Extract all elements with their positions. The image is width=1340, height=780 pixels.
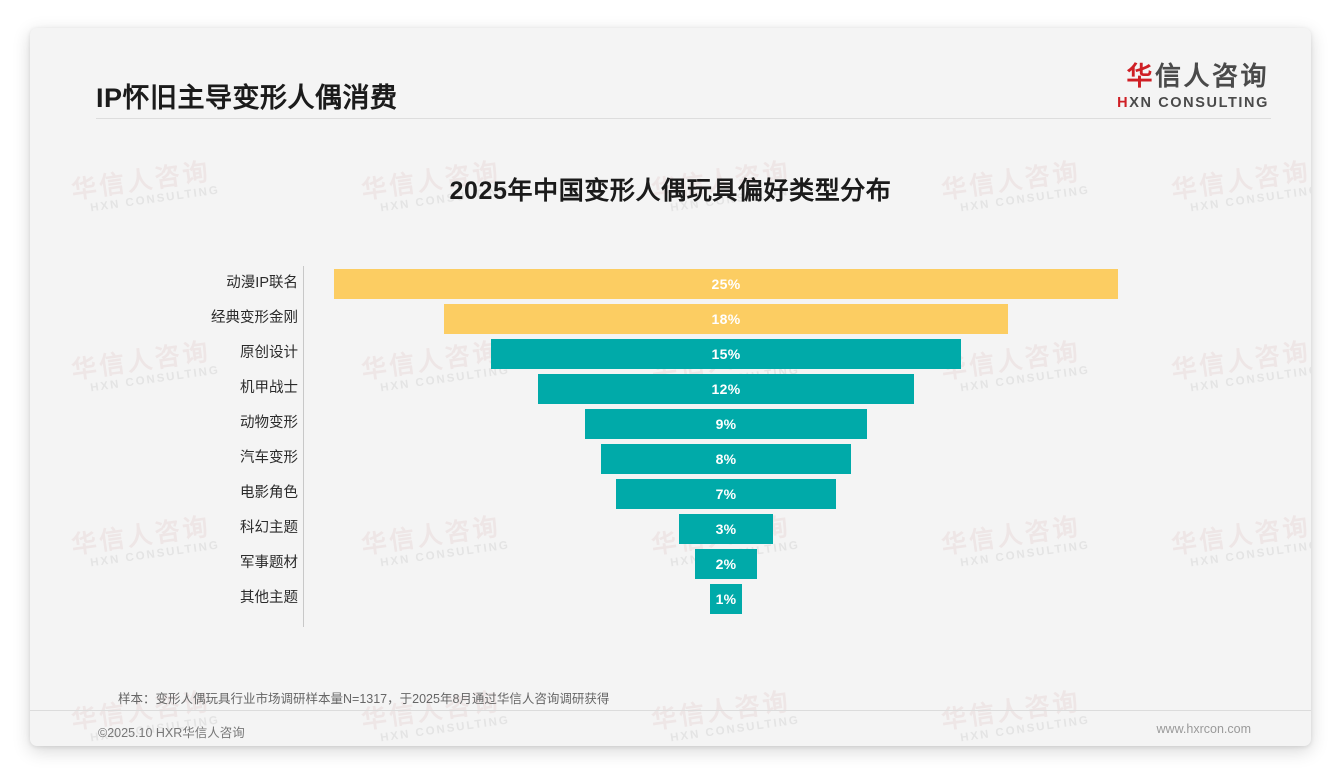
category-label: 电影角色 (240, 485, 298, 501)
bar-value-label: 2% (715, 555, 737, 572)
chart-row: 汽车变形 8% (30, 441, 1311, 476)
funnel-bar[interactable]: 9% (584, 408, 868, 439)
funnel-bar[interactable]: 2% (694, 548, 758, 579)
bar-track: 7% (304, 476, 1311, 511)
chart-row: 动物变形 9% (30, 406, 1311, 441)
category-label: 动漫IP联名 (226, 275, 298, 291)
bar-track: 25% (304, 266, 1311, 301)
funnel-bar[interactable]: 1% (710, 583, 742, 614)
bar-value-label: 3% (715, 520, 737, 537)
brand-logo-en-highlight: H (1117, 94, 1130, 111)
bar-track: 1% (304, 581, 1311, 616)
brand-logo-en-text: HXN CONSULTING (1117, 95, 1269, 111)
brand-logo-cn-highlight: 华 (1126, 61, 1155, 91)
funnel-bar[interactable]: 25% (334, 268, 1118, 299)
footer-divider (30, 710, 1311, 711)
brand-logo-cn-text: 华信人咨询 (1117, 61, 1269, 92)
chart-row: 机甲战士 12% (30, 371, 1311, 406)
brand-logo-en-rest: XN CONSULTING (1129, 94, 1269, 111)
bar-value-label: 7% (715, 485, 737, 502)
category-label: 其他主题 (240, 590, 298, 606)
category-label: 经典变形金刚 (211, 310, 298, 326)
bar-track: 2% (304, 546, 1311, 581)
chart-row: 科幻主题 3% (30, 511, 1311, 546)
chart-row: 经典变形金刚 18% (30, 301, 1311, 336)
slide-header: IP怀旧主导变形人偶消费 华信人咨询 HXN CONSULTING (30, 28, 1311, 119)
website-url[interactable]: www.hxrcon.com (1156, 722, 1251, 736)
funnel-bar[interactable]: 8% (600, 443, 852, 474)
category-label: 军事题材 (240, 555, 298, 571)
category-label: 机甲战士 (240, 380, 298, 396)
page-title: IP怀旧主导变形人偶消费 (96, 83, 398, 113)
brand-logo: 华信人咨询 HXN CONSULTING (1117, 61, 1269, 111)
copyright-text: ©2025.10 HXR华信人咨询 (98, 726, 245, 740)
category-label: 原创设计 (240, 345, 298, 361)
bar-track: 12% (304, 371, 1311, 406)
category-label: 动物变形 (240, 415, 298, 431)
header-divider (96, 118, 1271, 119)
category-label: 科幻主题 (240, 520, 298, 536)
bar-track: 3% (304, 511, 1311, 546)
chart-row: 原创设计 15% (30, 336, 1311, 371)
slide-card: 华信人咨询 HXN CONSULTING 华信人咨询 HXN CONSULTING 华信… (30, 28, 1311, 746)
chart-title: 2025年中国变形人偶玩具偏好类型分布 (449, 177, 892, 205)
bar-value-label: 12% (711, 380, 741, 397)
bar-value-label: 18% (711, 310, 741, 327)
chart-row: 电影角色 7% (30, 476, 1311, 511)
brand-logo-cn-rest: 信人咨询 (1154, 61, 1269, 91)
funnel-bar[interactable]: 3% (678, 513, 774, 544)
category-label: 汽车变形 (240, 450, 298, 466)
funnel-bar[interactable]: 7% (616, 478, 836, 509)
bar-track: 18% (304, 301, 1311, 336)
bar-value-label: 9% (715, 415, 737, 432)
slide-footer: ©2025.10 HXR华信人咨询 www.hxrcon.com (30, 710, 1311, 746)
chart-rows: 动漫IP联名 25% 经典变形金刚 18% 原创设计 15% 机甲战士 12% 动物变形 9% 汽车… (30, 266, 1311, 616)
funnel-bar[interactable]: 12% (537, 373, 915, 404)
chart-row: 动漫IP联名 25% (30, 266, 1311, 301)
funnel-bar[interactable]: 15% (490, 338, 962, 369)
bar-track: 8% (304, 441, 1311, 476)
bar-value-label: 25% (711, 275, 741, 292)
chart-row: 其他主题 1% (30, 581, 1311, 616)
bar-value-label: 15% (711, 345, 741, 362)
funnel-bar[interactable]: 18% (443, 303, 1009, 334)
source-note: 样本：变形人偶玩具行业市场调研样本量N=1317，于2025年8月通过华信人咨询… (118, 692, 610, 706)
chart-axis-line (303, 266, 304, 627)
bar-track: 15% (304, 336, 1311, 371)
funnel-chart: 动漫IP联名 25% 经典变形金刚 18% 原创设计 15% 机甲战士 12% 动物变形 9% 汽车… (30, 266, 1311, 638)
bar-track: 9% (304, 406, 1311, 441)
chart-row: 军事题材 2% (30, 546, 1311, 581)
bar-value-label: 1% (715, 590, 737, 607)
bar-value-label: 8% (715, 450, 737, 467)
